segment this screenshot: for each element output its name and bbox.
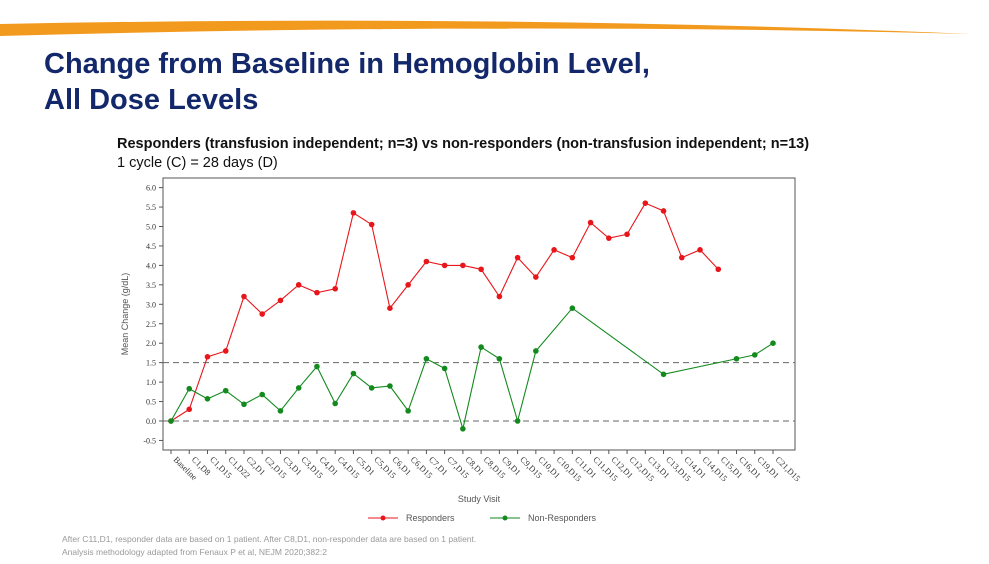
y-tick-label: 4.0 [146,261,156,270]
y-tick-label: -0.5 [143,436,156,445]
data-point-non-responders [405,408,411,414]
data-point-responders [186,406,193,413]
y-tick-label: 3.5 [146,281,156,290]
data-point-responders [241,293,247,300]
data-point-non-responders [569,305,576,311]
data-point-responders [222,348,229,354]
plot-frame [162,177,796,451]
data-point-responders [660,208,667,214]
data-point-non-responders [168,418,174,424]
data-point-responders [259,311,266,317]
data-point-non-responders [496,355,503,362]
series-line-responders [170,202,719,422]
data-point-non-responders [441,365,448,372]
legend-marker [502,515,508,521]
data-point-responders [624,231,630,238]
data-point-responders [295,282,302,288]
data-point-non-responders [460,425,466,432]
legend-label: Responders [406,513,455,523]
data-point-responders [277,297,284,304]
y-tick-label: 1.0 [146,378,156,387]
data-point-responders [460,262,466,269]
data-point-non-responders [204,396,211,402]
data-point-non-responders [533,348,539,354]
footnote-2: Analysis methodology adapted from Fenaux… [62,547,327,557]
data-point-responders [441,262,448,269]
data-point-non-responders [660,371,667,378]
chart-subtitle: 1 cycle (C) = 28 days (D) [117,155,278,171]
data-point-responders [350,210,357,216]
data-point-non-responders [295,385,302,391]
data-point-responders [496,293,503,300]
chart-title: Responders (transfusion independent; n=3… [117,136,810,152]
data-point-non-responders [241,401,247,408]
data-point-responders [569,254,576,261]
data-point-non-responders [751,352,758,358]
title-line-2: All Dose Levels [44,84,259,116]
y-tick-label: 0.5 [146,398,156,407]
data-point-responders [332,285,338,292]
footnote-1: After C11,D1, responder data are based o… [62,534,477,544]
data-point-non-responders [770,340,776,347]
data-point-responders [697,247,703,253]
data-point-responders [551,247,557,253]
data-point-responders [478,266,484,273]
data-point-responders [715,266,722,273]
legend-label: Non-Responders [528,513,597,523]
data-point-non-responders [423,355,430,362]
data-point-non-responders [350,370,357,377]
data-point-responders [387,305,393,311]
y-tick-label: 2.5 [146,320,156,329]
data-point-non-responders [259,391,266,398]
legend-marker [380,515,386,521]
data-point-non-responders [387,383,393,389]
page-title: Change from Baseline in Hemoglobin Level… [44,46,650,118]
y-tick-label: 0.0 [146,417,156,426]
data-point-non-responders [733,355,740,362]
y-tick-label: 6.0 [146,184,156,193]
data-point-responders [405,282,411,288]
y-tick-label: 2.0 [146,339,156,348]
data-point-non-responders [186,385,193,392]
y-tick-label: 4.5 [146,242,156,251]
data-point-responders [368,221,375,228]
data-point-non-responders [222,387,229,394]
data-point-responders [423,258,430,265]
data-point-non-responders [368,385,375,391]
accent-swoosh [0,20,970,36]
data-point-non-responders [478,344,484,350]
y-tick-label: 1.5 [146,359,156,368]
y-axis-label: Mean Change (g/dL) [120,273,130,356]
y-tick-label: 3.0 [146,300,156,309]
data-point-non-responders [314,363,320,370]
data-point-responders [587,219,594,226]
data-point-responders [204,354,211,360]
series-line-non-responders [170,307,774,431]
data-point-responders [533,274,539,280]
title-line-1: Change from Baseline in Hemoglobin Level… [44,48,650,80]
data-point-responders [642,200,649,206]
data-point-responders [678,254,685,261]
data-point-responders [606,235,612,241]
data-point-non-responders [332,400,338,407]
x-axis-label: Study Visit [458,494,501,504]
y-tick-label: 5.5 [146,203,156,212]
data-point-responders [314,289,320,296]
y-tick-label: 5.0 [146,223,156,232]
data-point-non-responders [514,418,521,424]
data-point-responders [514,254,521,261]
data-point-non-responders [277,408,284,414]
